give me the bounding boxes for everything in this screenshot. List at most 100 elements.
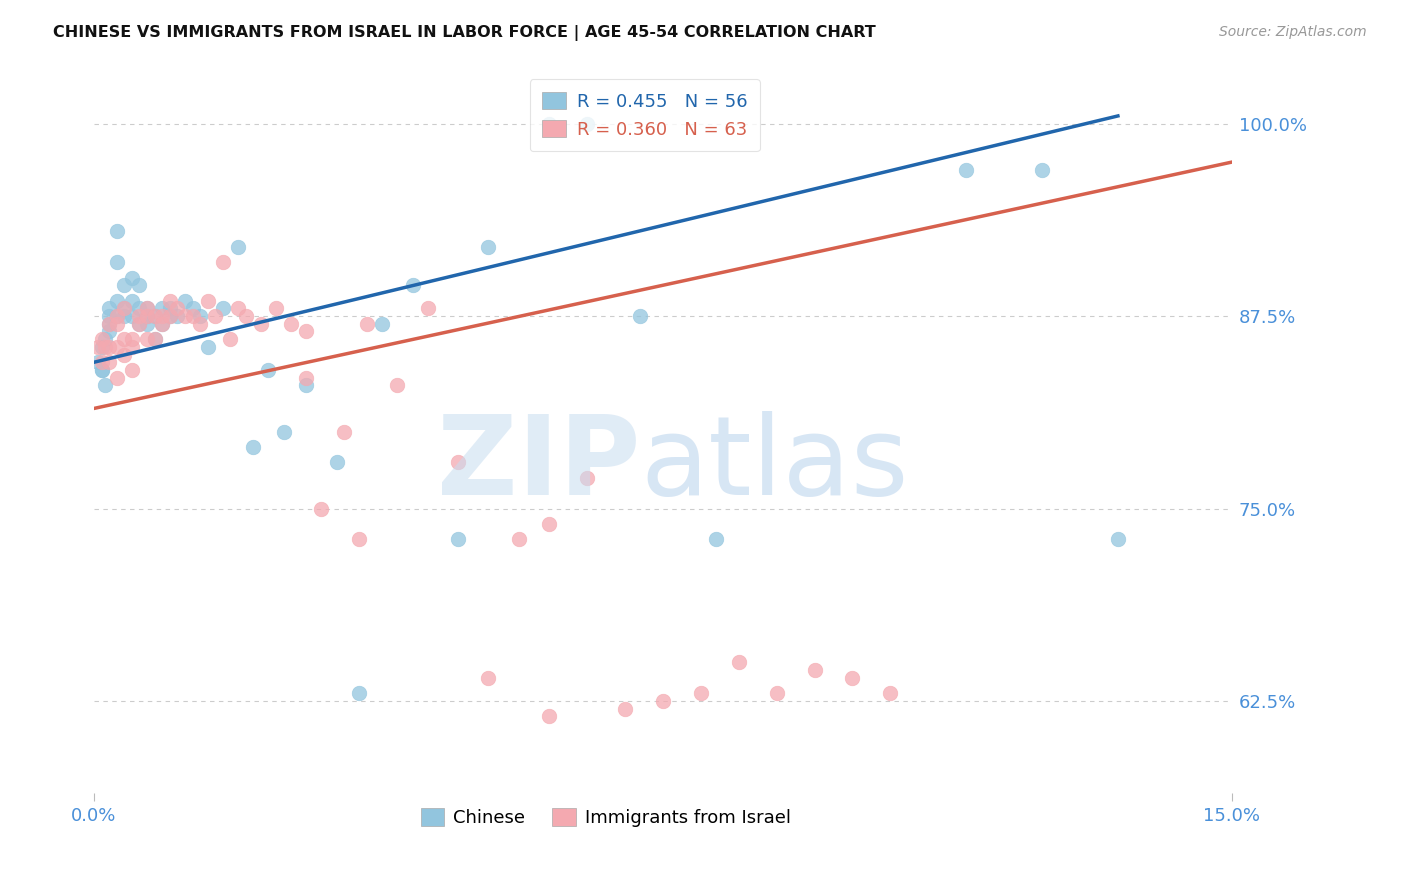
Point (159, 309, 181, 323)
Point (879, 686, 901, 700)
Point (121, 332, 143, 346)
Point (128, 309, 150, 323)
Point (150, 309, 173, 323)
Point (94, 378, 117, 392)
Point (447, 455, 470, 469)
Point (112, 301, 135, 316)
Point (401, 278, 423, 293)
Point (295, 370, 318, 384)
Point (257, 363, 280, 377)
Point (143, 332, 166, 346)
Point (181, 309, 204, 323)
Point (150, 301, 173, 316)
Point (121, 309, 143, 323)
Point (264, 301, 287, 316)
Point (249, 317, 271, 331)
Point (150, 317, 173, 331)
Point (1107, 533, 1129, 547)
Point (105, 317, 128, 331)
Point (98, 317, 121, 331)
Point (188, 317, 211, 331)
Point (128, 317, 150, 331)
Text: atlas: atlas (640, 410, 908, 517)
Point (280, 317, 302, 331)
Point (112, 309, 135, 323)
Point (87, 340, 110, 354)
Point (803, 663, 825, 677)
Point (121, 270, 143, 285)
Point (765, 686, 787, 700)
Point (219, 332, 242, 346)
Point (295, 325, 318, 339)
Point (98, 355, 121, 369)
Point (704, 533, 727, 547)
Point (235, 309, 257, 323)
Text: CHINESE VS IMMIGRANTS FROM ISRAEL IN LABOR FORCE | AGE 45-54 CORRELATION CHART: CHINESE VS IMMIGRANTS FROM ISRAEL IN LAB… (53, 25, 876, 41)
Point (226, 240, 249, 254)
Point (477, 671, 499, 685)
Point (105, 255, 128, 269)
Point (90, 363, 112, 377)
Point (136, 332, 159, 346)
Point (121, 293, 143, 308)
Point (98, 309, 121, 323)
Point (112, 332, 135, 346)
Point (90, 332, 112, 346)
Point (166, 309, 188, 323)
Point (841, 671, 863, 685)
Point (295, 378, 318, 392)
Point (105, 309, 128, 323)
Point (105, 293, 128, 308)
Point (537, 117, 560, 131)
Point (508, 533, 530, 547)
Point (416, 301, 439, 316)
Point (98, 301, 121, 316)
Point (273, 425, 295, 439)
Point (98, 317, 121, 331)
Legend: Chinese, Immigrants from Israel: Chinese, Immigrants from Israel (413, 801, 799, 834)
Point (349, 686, 371, 700)
Point (105, 309, 128, 323)
Point (121, 340, 143, 354)
Point (136, 301, 159, 316)
Point (226, 301, 249, 316)
Point (212, 255, 235, 269)
Point (188, 309, 211, 323)
Point (159, 309, 181, 323)
Point (112, 347, 135, 361)
Point (613, 701, 636, 715)
Point (537, 709, 560, 723)
Point (181, 301, 204, 316)
Point (105, 224, 128, 238)
Point (242, 440, 264, 454)
Point (212, 301, 235, 316)
Point (166, 301, 188, 316)
Point (150, 317, 173, 331)
Point (575, 117, 598, 131)
Point (105, 340, 128, 354)
Point (447, 533, 470, 547)
Point (136, 317, 159, 331)
Point (87, 355, 110, 369)
Point (90, 355, 112, 369)
Point (628, 309, 651, 323)
Point (128, 278, 150, 293)
Point (105, 370, 128, 384)
Point (121, 363, 143, 377)
Point (325, 455, 347, 469)
Point (356, 317, 378, 331)
Point (955, 162, 977, 177)
Point (112, 278, 135, 293)
Point (112, 301, 135, 316)
Point (174, 293, 197, 308)
Point (387, 378, 409, 392)
Point (197, 340, 219, 354)
Text: ZIP: ZIP (437, 410, 640, 517)
Point (94, 340, 117, 354)
Point (371, 317, 394, 331)
Point (136, 309, 159, 323)
Point (575, 471, 598, 485)
Point (90, 340, 112, 354)
Point (90, 363, 112, 377)
Point (136, 301, 159, 316)
